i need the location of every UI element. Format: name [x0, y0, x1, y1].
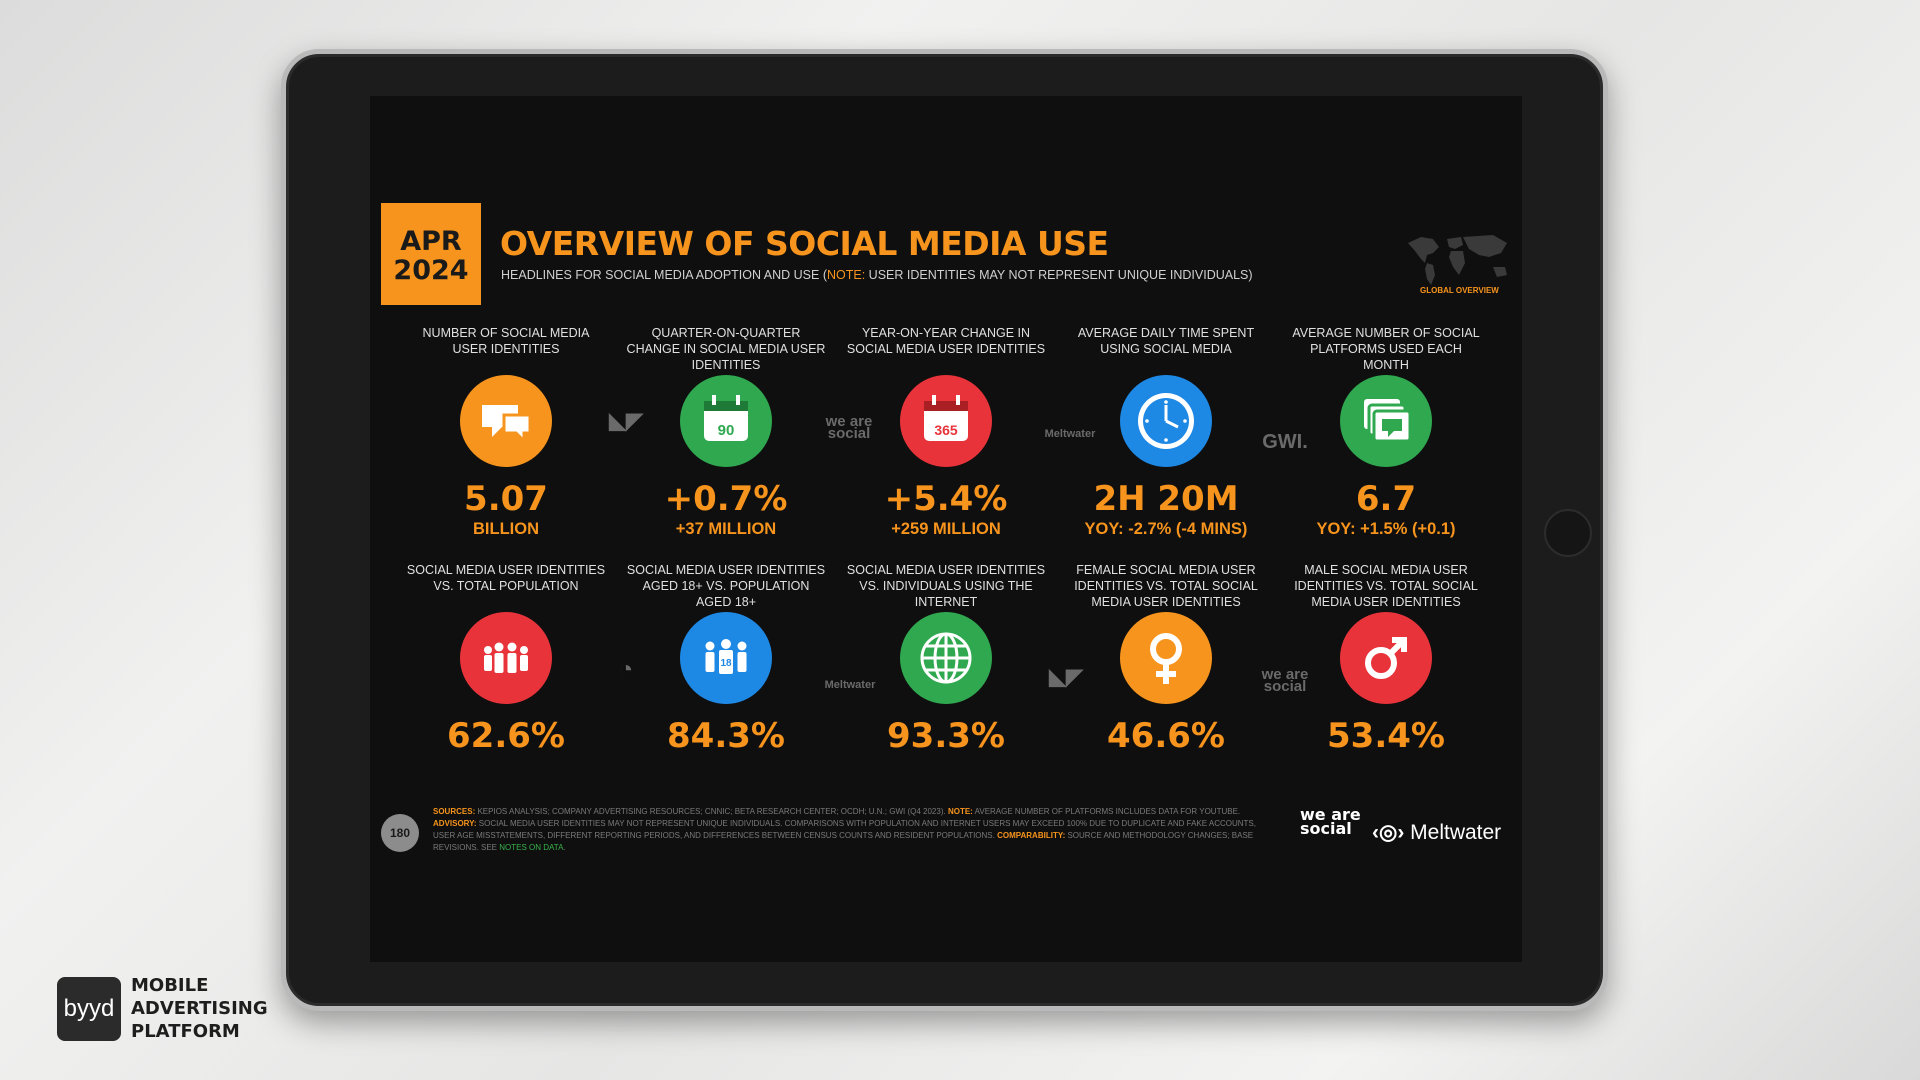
globe-icon: [900, 612, 992, 704]
page-number: 180: [381, 814, 419, 852]
date-year: 2024: [393, 255, 469, 286]
stat-sub: +37 MILLION: [675, 520, 777, 538]
tagline-line2: ADVERTISING: [131, 998, 268, 1019]
male-icon: [1340, 612, 1432, 704]
stat-label: YEAR-ON-YEAR CHANGE IN SOCIAL MEDIA USER…: [846, 326, 1046, 356]
tablet-home-button: [1544, 509, 1592, 557]
stat-vs-population: SOCIAL MEDIA USER IDENTITIES vs. TOTAL P…: [406, 562, 606, 756]
stat-label: SOCIAL MEDIA USER IDENTITIES vs. TOTAL P…: [406, 563, 606, 593]
stat-sub: +259 MILLION: [891, 520, 1001, 538]
meltwater-brand: ‹◎› Meltwater: [1372, 820, 1501, 845]
adults-18-text: 18: [720, 658, 732, 669]
female-icon: [1120, 612, 1212, 704]
date-badge: APR 2024: [381, 203, 481, 305]
stat-yoy-change: YEAR-ON-YEAR CHANGE IN SOCIAL MEDIA USER…: [846, 325, 1046, 539]
stat-label: MALE SOCIAL MEDIA USER IDENTITIES vs. TO…: [1294, 563, 1478, 609]
meltwater-icon: ‹◎›: [1372, 821, 1405, 844]
page-subtitle: HEADLINES FOR SOCIAL MEDIA ADOPTION AND …: [501, 268, 1253, 282]
calendar-90-text: 90: [718, 422, 735, 439]
subtitle-pre: HEADLINES FOR SOCIAL MEDIA ADOPTION AND …: [501, 268, 827, 282]
sources-label: SOURCES:: [433, 807, 476, 816]
stat-value: 6.7: [1355, 479, 1417, 519]
stat-male-share: MALE SOCIAL MEDIA USER IDENTITIES vs. TO…: [1286, 562, 1486, 756]
tablet-screen: APR 2024 OVERVIEW OF SOCIAL MEDIA USE HE…: [370, 96, 1522, 962]
clock-icon: [1120, 375, 1212, 467]
stat-label: AVERAGE DAILY TIME SPENT USING SOCIAL ME…: [1077, 326, 1255, 356]
tagline-line3: PLATFORM: [131, 1021, 240, 1042]
fine-print-end: .: [563, 843, 566, 852]
kepios-logo: ◣◤: [1049, 664, 1083, 689]
subtitle-post: USER IDENTITIES MAY NOT REPRESENT UNIQUE…: [865, 268, 1253, 282]
stat-female-share: FEMALE SOCIAL MEDIA USER IDENTITIES vs. …: [1066, 562, 1266, 756]
broadcast-logo-icon: ◔: [618, 656, 634, 683]
notes-on-data-link[interactable]: NOTES ON DATA: [499, 843, 564, 852]
calendar-365-icon: 365: [900, 375, 992, 467]
world-map-icon: [1408, 235, 1507, 285]
advisory-label: ADVISORY:: [433, 819, 477, 828]
stat-qoq-change: QUARTER-ON-QUARTER CHANGE IN SOCIAL MEDI…: [626, 325, 826, 539]
fine-print: SOURCES: KEPIOS ANALYSIS; COMPANY ADVERT…: [433, 806, 1263, 854]
gwi-logo: GWI.: [1262, 431, 1308, 453]
stat-sub: BILLION: [473, 520, 539, 538]
stat-value: 2H 20M: [1093, 479, 1239, 519]
comparability-text: SOURCE AND METHODOLOGY CHANGES; BASE REV…: [433, 831, 1254, 852]
meltwater-logo: Meltwater: [824, 679, 876, 691]
we-are-social-brand: we are social: [1300, 805, 1361, 838]
meltwater-brand-text: Meltwater: [1410, 821, 1502, 844]
adults-18-icon: 18: [680, 612, 772, 704]
stat-daily-time: AVERAGE DAILY TIME SPENT USING SOCIAL ME…: [1066, 325, 1266, 539]
stat-value: +0.7%: [664, 479, 788, 519]
stat-value: +5.4%: [884, 479, 1008, 519]
stat-label: NUMBER OF SOCIAL MEDIA USER IDENTITIES: [422, 326, 590, 356]
note-text: AVERAGE NUMBER OF PLATFORMS INCLUDES DAT…: [972, 807, 1241, 816]
stat-label: AVERAGE NUMBER OF SOCIAL PLATFORMS USED …: [1292, 326, 1480, 372]
comparability-label: COMPARABILITY:: [997, 831, 1066, 840]
sources-text: KEPIOS ANALYSIS; COMPANY ADVERTISING RES…: [475, 807, 948, 816]
we-are-social-logo: we are social: [825, 413, 873, 442]
we-are-social-logo: we are social: [1261, 666, 1309, 695]
stat-value: 62.6%: [447, 716, 565, 756]
tagline-line1: MOBILE: [131, 975, 209, 996]
stat-vs-adults: SOCIAL MEDIA USER IDENTITIES AGED 18+ vs…: [626, 562, 826, 756]
calendar-365-text: 365: [934, 422, 958, 438]
stat-platforms-used: AVERAGE NUMBER OF SOCIAL PLATFORMS USED …: [1286, 325, 1486, 539]
stat-value: 46.6%: [1107, 716, 1225, 756]
byyd-tagline: MOBILE ADVERTISING PLATFORM: [131, 974, 268, 1043]
calendar-90-icon: 90: [680, 375, 772, 467]
stacked-windows-icon: [1340, 375, 1432, 467]
page-title: OVERVIEW OF SOCIAL MEDIA USE: [500, 224, 1109, 263]
advisory-text: SOCIAL MEDIA USER IDENTITIES MAY NOT REP…: [433, 819, 1256, 840]
stat-label: SOCIAL MEDIA USER IDENTITIES AGED 18+ vs…: [626, 563, 826, 609]
stat-sub: YOY: -2.7% (-4 MINS): [1084, 520, 1248, 538]
stat-label: QUARTER-ON-QUARTER CHANGE IN SOCIAL MEDI…: [626, 326, 826, 372]
stat-value: 5.07: [464, 479, 548, 519]
meltwater-logo: Meltwater: [1044, 428, 1096, 440]
byyd-logo: byyd: [57, 977, 121, 1041]
stat-label: FEMALE SOCIAL MEDIA USER IDENTITIES vs. …: [1074, 563, 1258, 609]
speech-bubbles-icon: [460, 375, 552, 467]
population-icon: [460, 612, 552, 704]
date-month: APR: [400, 226, 462, 257]
stat-user-identities: NUMBER OF SOCIAL MEDIA USER IDENTITIES 5…: [406, 325, 606, 539]
stat-label: SOCIAL MEDIA USER IDENTITIES vs. INDIVID…: [846, 563, 1046, 609]
stat-value: 53.4%: [1327, 716, 1445, 756]
map-label: GLOBAL OVERVIEW: [1420, 286, 1499, 295]
stat-vs-internet-users: SOCIAL MEDIA USER IDENTITIES vs. INDIVID…: [846, 562, 1046, 756]
stat-sub: YOY: +1.5% (+0.1): [1316, 520, 1456, 538]
stat-value: 84.3%: [667, 716, 785, 756]
note-label: NOTE:: [947, 807, 973, 816]
stat-value: 93.3%: [887, 716, 1005, 756]
kepios-logo: ◣◤: [609, 408, 643, 433]
subtitle-note: NOTE:: [827, 268, 866, 282]
